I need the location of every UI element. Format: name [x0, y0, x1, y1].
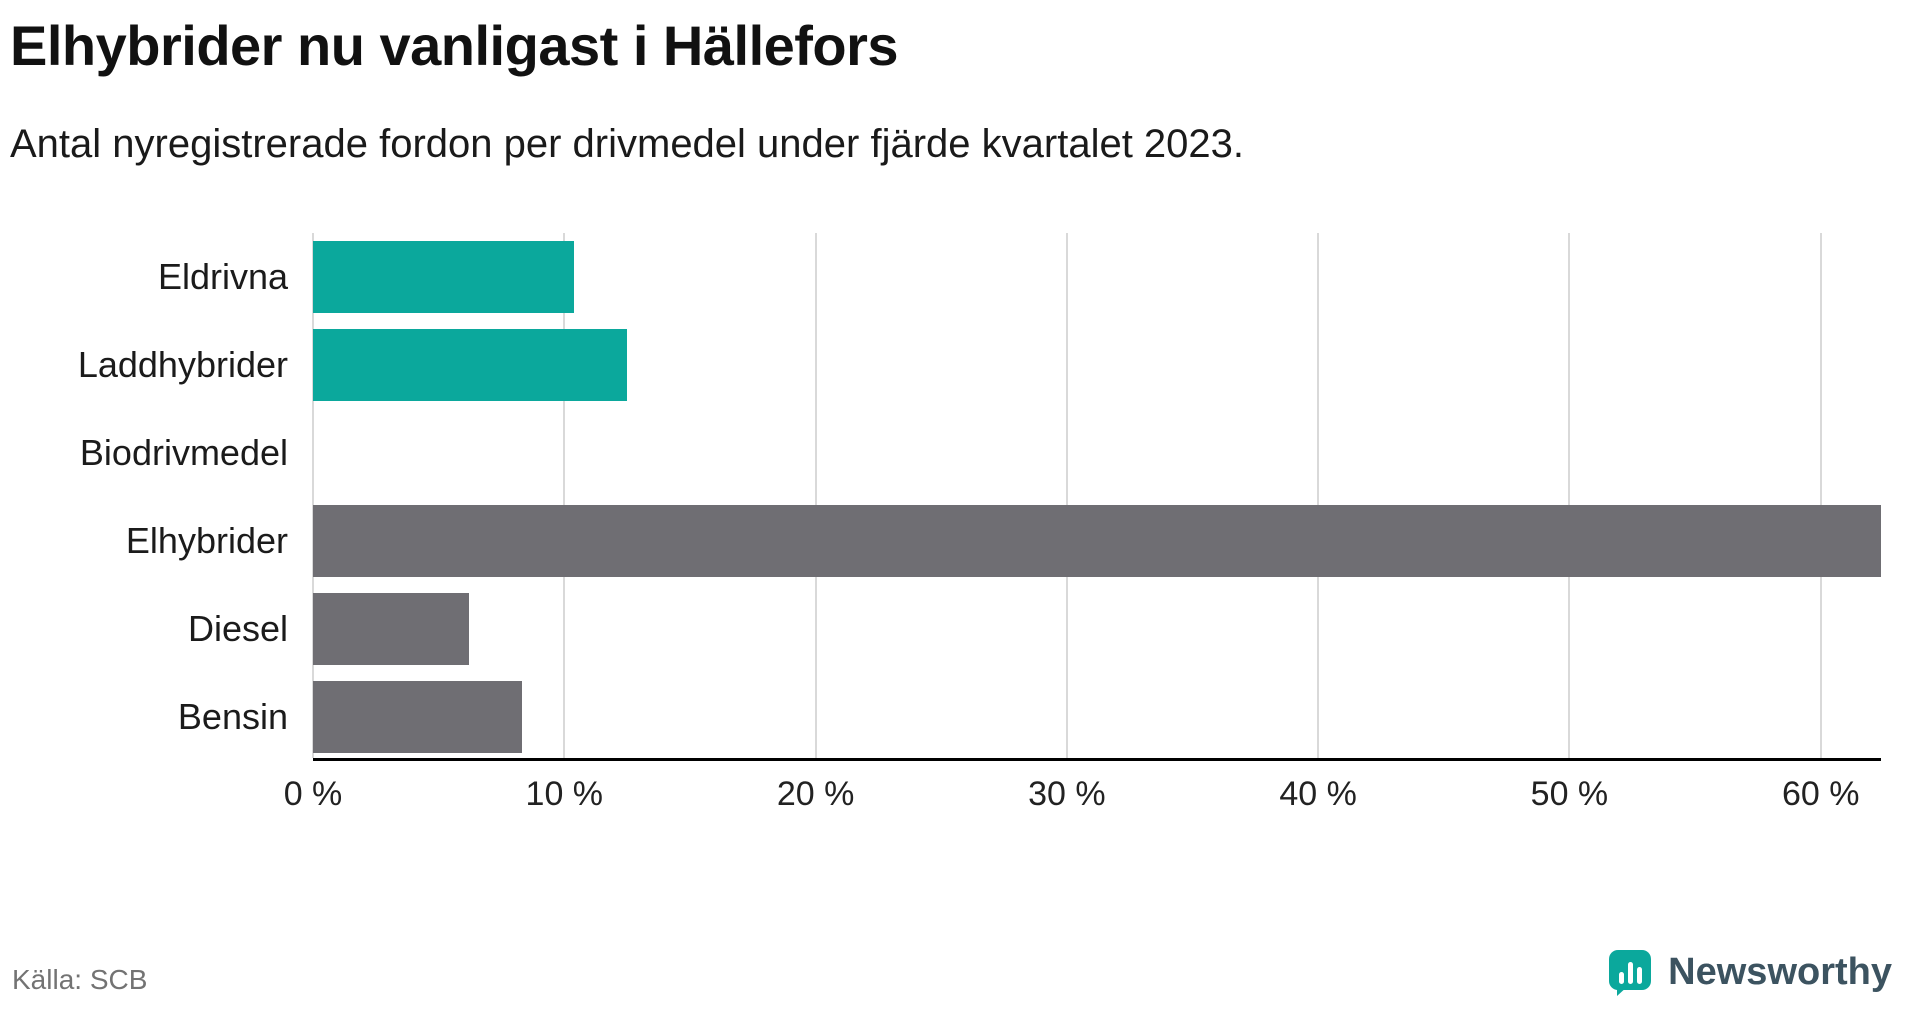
gridline [1568, 233, 1571, 759]
chart-row: Eldrivna [0, 233, 1920, 321]
x-tick-label: 60 % [1781, 775, 1860, 814]
category-label: Elhybrider [125, 520, 288, 562]
newsworthy-logo: Newsworthy [1607, 948, 1892, 996]
gridline [1317, 233, 1320, 759]
source-label: Källa: SCB [12, 964, 148, 995]
gridline [312, 233, 314, 759]
x-tick-label: 40 % [1279, 775, 1357, 814]
bar-track [313, 593, 1881, 666]
bar-track [313, 417, 1881, 489]
newsworthy-pin-icon [1609, 950, 1652, 996]
chart-row: Laddhybrider [0, 321, 1920, 409]
chart-rows: Eldrivna Laddhybrider Biodrivmedel Elhybrid… [0, 233, 1920, 761]
gridline [814, 233, 817, 759]
chart-row: Diesel [0, 585, 1920, 673]
x-axis-ticks: 0 % 10 % 20 % 30 % 40 % 50 % 60 % [284, 761, 1881, 821]
bar-chart: Eldrivna Laddhybrider Biodrivmedel Elhybrid… [0, 233, 1920, 821]
x-tick-label: 30 % [1028, 775, 1106, 814]
bar [313, 241, 575, 314]
x-tick-label: 50 % [1530, 775, 1609, 814]
chart-row: Biodrivmedel [0, 409, 1920, 497]
chart-header: Elhybrider nu vanligast i Hällefors Anta… [0, 0, 1920, 167]
brand-name: Newsworthy [1668, 950, 1892, 993]
bar-track [313, 505, 1881, 578]
gridline [563, 233, 566, 759]
x-tick-label: 10 % [525, 775, 604, 814]
x-tick-label: 0 % [283, 775, 343, 814]
chart-row: Elhybrider [0, 497, 1920, 585]
bar [313, 505, 1881, 578]
gridline [1819, 233, 1822, 759]
bar [313, 329, 628, 402]
bar-track [313, 681, 1881, 754]
category-label: Biodrivmedel [79, 432, 288, 474]
chart-row: Bensin [0, 673, 1920, 761]
chart-subtitle: Antal nyregistrerade fordon per drivmede… [10, 122, 1245, 167]
category-label: Bensin [177, 696, 288, 738]
gridline [1065, 233, 1068, 759]
category-label: Diesel [187, 608, 288, 650]
bar-track [313, 241, 1881, 314]
category-label: Eldrivna [157, 256, 288, 298]
x-tick-label: 20 % [776, 775, 855, 814]
category-label: Laddhybrider [77, 344, 288, 386]
plot-grid [312, 233, 1881, 762]
bar [313, 593, 469, 666]
bar-track [313, 329, 1881, 402]
bar [313, 681, 522, 754]
page-title: Elhybrider nu vanligast i Hällefors [10, 14, 899, 77]
footer: Källa: SCB Newsworthy [12, 948, 1892, 996]
